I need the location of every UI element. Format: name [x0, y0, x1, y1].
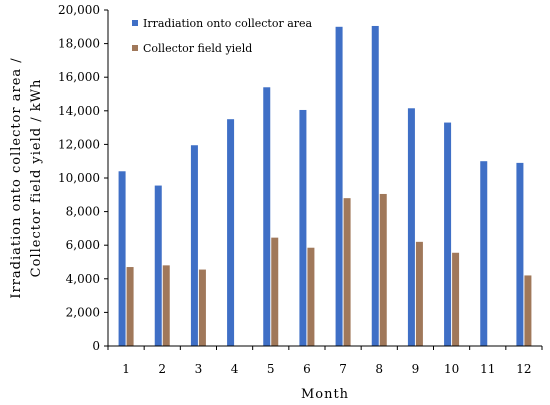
y-tick-label: 12,000 — [58, 137, 100, 151]
legend-label-yield: Collector field yield — [143, 42, 252, 55]
legend-swatch-irradiation — [132, 20, 138, 26]
bar-irradiation — [190, 145, 198, 346]
bar-collector-yield — [271, 237, 279, 346]
bar-collector-yield — [126, 267, 134, 346]
x-tick-label: 10 — [444, 362, 459, 376]
bar-collector-yield — [379, 193, 387, 346]
legend: Irradiation onto collector area Collecto… — [132, 17, 313, 55]
y-axis-title-line-1: Irradiation onto collector area / — [9, 57, 24, 298]
bar-irradiation — [299, 109, 307, 347]
x-tick-label: 4 — [231, 362, 239, 376]
bar-irradiation — [227, 119, 235, 346]
bar-irradiation — [407, 108, 415, 346]
x-axis-title: Month — [301, 387, 349, 402]
bar-collector-yield — [415, 241, 423, 346]
x-tick-label: 8 — [375, 362, 383, 376]
x-axis-ticks: 1 2 3 4 5 6 7 8 9 10 11 12 — [107, 346, 543, 376]
y-tick-label: 0 — [92, 339, 100, 353]
bar-collector-yield — [307, 247, 315, 346]
bar-irradiation — [444, 122, 452, 346]
legend-swatch-yield — [132, 45, 138, 51]
x-tick-label: 11 — [480, 362, 495, 376]
y-tick-label: 16,000 — [58, 70, 100, 84]
y-tick-label: 2,000 — [66, 305, 100, 319]
y-axis-ticks: 0 2,000 4,000 6,000 8,000 10,000 12,000 14,000 1… — [58, 3, 108, 353]
y-tick-label: 10,000 — [58, 171, 100, 185]
bar-irradiation — [335, 26, 343, 347]
y-tick-label: 20,000 — [58, 3, 100, 17]
bar-collector-yield — [162, 265, 170, 346]
x-tick-label: 5 — [267, 362, 275, 376]
bar-irradiation — [154, 185, 162, 346]
x-tick-label: 6 — [303, 362, 311, 376]
bar-irradiation — [480, 161, 488, 346]
y-tick-label: 18,000 — [58, 37, 100, 51]
x-tick-label: 7 — [339, 362, 347, 376]
bar-collector-yield — [198, 269, 206, 346]
x-tick-label: 1 — [122, 362, 130, 376]
bar-collector-yield — [524, 275, 532, 346]
y-tick-label: 14,000 — [58, 104, 100, 118]
y-tick-label: 8,000 — [66, 205, 100, 219]
bar-irradiation — [118, 171, 126, 346]
bar-irradiation — [371, 25, 379, 347]
bar-collector-yield — [343, 198, 351, 346]
legend-label-irradiation: Irradiation onto collector area — [143, 17, 313, 30]
y-axis-title-line-2: Collector field yield / kWh — [29, 79, 44, 278]
bar-irradiation — [516, 162, 524, 346]
x-tick-label: 3 — [195, 362, 203, 376]
bars — [118, 25, 532, 347]
y-tick-label: 6,000 — [66, 238, 100, 252]
x-tick-label: 12 — [516, 362, 531, 376]
bar-collector-yield — [452, 252, 460, 346]
y-tick-label: 4,000 — [66, 272, 100, 286]
x-tick-label: 2 — [158, 362, 166, 376]
x-tick-label: 9 — [412, 362, 420, 376]
bar-irradiation — [263, 87, 271, 346]
